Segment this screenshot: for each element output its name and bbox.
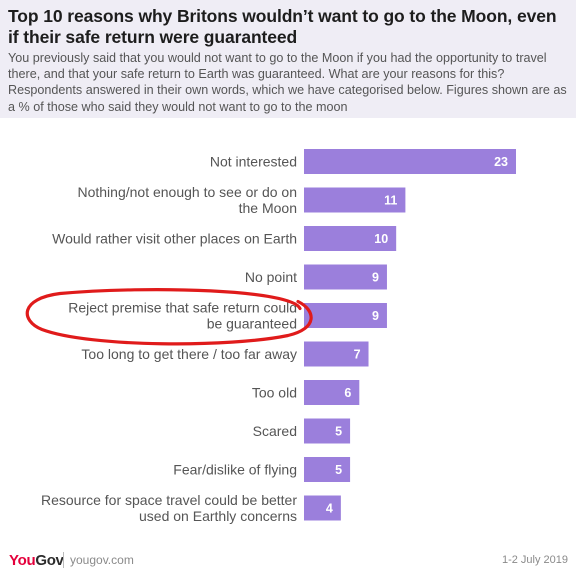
bar-value-label: 9 — [372, 271, 379, 285]
footer: YouGov yougov.com 1-2 July 2019 — [0, 548, 576, 576]
category-label: be guaranteed — [207, 316, 297, 332]
category-label: the Moon — [239, 200, 297, 216]
logo-divider — [63, 552, 64, 568]
bar — [304, 187, 406, 213]
logo-gov: Gov — [35, 552, 64, 569]
bar — [304, 457, 351, 482]
bar-value-label: 9 — [372, 309, 379, 323]
chart-subtitle: You previously said that you would not w… — [8, 51, 567, 114]
bar-value-label: 4 — [326, 502, 333, 516]
bar-value-label: 23 — [494, 155, 508, 169]
category-label: Fear/dislike of flying — [173, 462, 297, 478]
category-label: used on Earthly concerns — [139, 508, 297, 524]
bar — [304, 418, 351, 444]
chart-header: Top 10 reasons why Britons wouldn’t want… — [0, 0, 576, 118]
logo-you: You — [9, 552, 36, 569]
category-label: No point — [245, 269, 297, 285]
bar — [304, 264, 387, 290]
category-label: Scared — [253, 423, 297, 439]
bar — [304, 380, 360, 405]
category-label: Reject premise that safe return could — [68, 300, 297, 316]
bar — [304, 341, 369, 367]
bar-value-label: 10 — [374, 232, 388, 246]
category-label: Not interested — [210, 154, 297, 170]
category-label: Resource for space travel could be bette… — [41, 492, 297, 508]
bar-value-label: 5 — [335, 463, 342, 477]
bar-value-label: 5 — [335, 425, 342, 439]
bar-value-label: 11 — [384, 194, 397, 208]
bar-chart: 23 Not interested 11 Nothing/not enough to … — [25, 149, 516, 524]
bar-value-label: 6 — [344, 386, 351, 400]
bar — [304, 495, 341, 521]
yougov-logo: YouGov — [9, 552, 64, 569]
bar-value-label: 7 — [354, 348, 361, 362]
category-label: Too long to get there / too far away — [81, 346, 297, 362]
highlight-circle — [25, 288, 313, 346]
category-label: Nothing/not enough to see or do on — [77, 184, 297, 200]
survey-date: 1-2 July 2019 — [501, 554, 568, 566]
bar — [304, 303, 387, 328]
bar — [304, 226, 397, 251]
bar — [304, 149, 516, 174]
category-label: Too old — [252, 385, 297, 401]
category-label: Would rather visit other places on Earth — [52, 231, 297, 247]
site-link[interactable]: yougov.com — [70, 553, 134, 567]
chart-title: Top 10 reasons why Britons wouldn’t want… — [8, 6, 557, 47]
